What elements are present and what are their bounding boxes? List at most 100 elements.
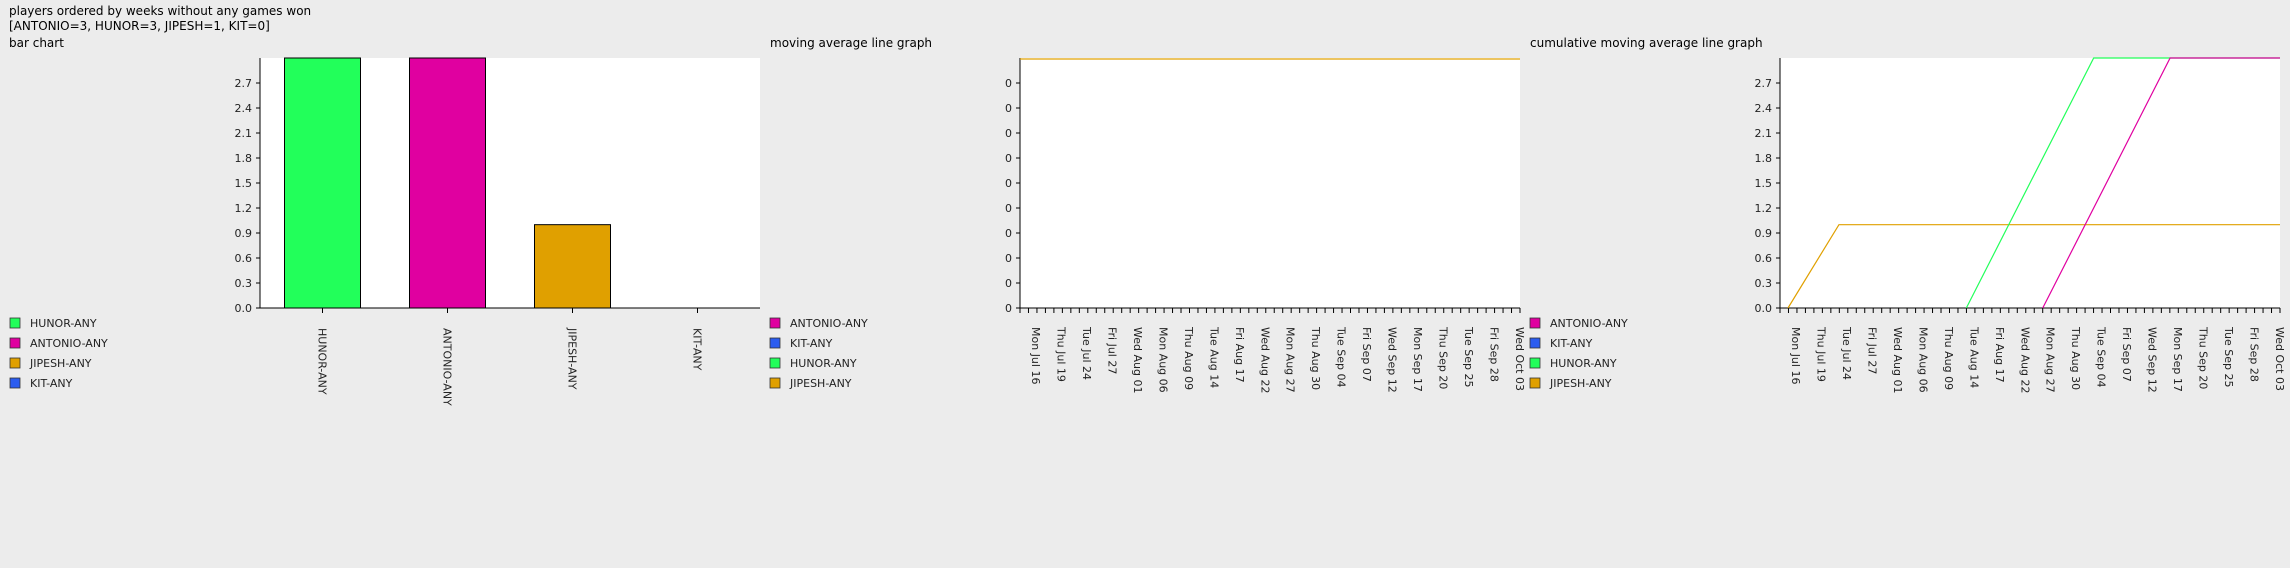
bar-legend-swatch — [9, 317, 21, 329]
bar-x-tick-label: JIPESH-ANY — [566, 327, 579, 390]
ma-legend-swatch — [769, 377, 781, 389]
ma-y-tick-label: 0 — [1005, 177, 1012, 190]
cma-x-tick-label: Mon Aug 27 — [2044, 327, 2057, 393]
ma-x-tick-label: Wed Aug 22 — [1258, 327, 1271, 393]
bar-legend-swatch — [9, 377, 21, 389]
bar-y-tick-label: 0.0 — [235, 302, 253, 315]
page-title: players ordered by weeks without any gam… — [9, 4, 312, 18]
bar-y-tick-label: 0.9 — [235, 227, 253, 240]
bar-chart-title: bar chart — [9, 36, 64, 50]
cma-x-tick-label: Fri Sep 07 — [2120, 327, 2133, 382]
ma-x-tick-label: Thu Jul 19 — [1054, 326, 1067, 382]
ma-y-tick-label: 0 — [1005, 302, 1012, 315]
bar-legend-label: JIPESH-ANY — [29, 357, 92, 370]
bar-y-tick-label: 2.1 — [235, 127, 253, 140]
cma-x-tick-label: Wed Aug 22 — [2018, 327, 2031, 393]
cma-x-tick-label: Tue Aug 14 — [1967, 326, 1980, 388]
cumulative-average-title: cumulative moving average line graph — [1530, 36, 1763, 50]
ma-x-tick-label: Fri Jul 27 — [1105, 327, 1118, 374]
cma-x-tick-label: Thu Aug 09 — [1942, 326, 1955, 390]
cma-legend-swatch — [1529, 317, 1541, 329]
bar-y-tick-label: 1.8 — [235, 152, 253, 165]
cma-legend-swatch — [1529, 357, 1541, 369]
cma-x-tick-label: Tue Sep 04 — [2095, 326, 2108, 388]
cma-y-tick-label: 0.0 — [1755, 302, 1773, 315]
ma-legend-swatch — [769, 357, 781, 369]
ma-x-tick-label: Thu Sep 20 — [1437, 326, 1450, 389]
cma-x-tick-label: Wed Oct 03 — [2273, 327, 2286, 391]
ma-legend-label: JIPESH-ANY — [789, 377, 852, 390]
ma-y-tick-label: 0 — [1005, 227, 1012, 240]
cma-y-tick-label: 0.3 — [1755, 277, 1773, 290]
cma-x-tick-label: Wed Sep 12 — [2146, 327, 2159, 393]
cma-y-tick-label: 1.5 — [1755, 177, 1773, 190]
ma-x-tick-label: Fri Sep 07 — [1360, 327, 1373, 382]
cma-x-tick-label: Mon Aug 06 — [1916, 327, 1929, 393]
ma-x-tick-label: Thu Aug 09 — [1182, 326, 1195, 390]
ma-legend-label: HUNOR-ANY — [790, 357, 857, 370]
cma-legend-label: HUNOR-ANY — [1550, 357, 1617, 370]
cma-x-tick-label: Wed Aug 01 — [1891, 327, 1904, 393]
ma-x-tick-label: Wed Aug 01 — [1131, 327, 1144, 393]
cma-y-tick-label: 1.8 — [1755, 152, 1773, 165]
cma-y-tick-label: 1.2 — [1755, 202, 1773, 215]
ma-x-tick-label: Tue Jul 24 — [1080, 326, 1093, 380]
cma-y-tick-label: 0.9 — [1755, 227, 1773, 240]
cma-y-tick-label: 2.7 — [1755, 77, 1773, 90]
ma-plot-area — [1020, 58, 1520, 308]
cma-x-tick-label: Mon Sep 17 — [2171, 327, 2184, 392]
ma-y-tick-label: 0 — [1005, 277, 1012, 290]
bar — [284, 57, 361, 309]
ma-x-tick-label: Fri Aug 17 — [1233, 327, 1246, 383]
ma-x-tick-label: Tue Sep 25 — [1462, 326, 1475, 388]
cma-x-tick-label: Thu Jul 19 — [1814, 326, 1827, 382]
cma-x-tick-label: Mon Jul 16 — [1789, 327, 1802, 384]
bar-y-tick-label: 0.6 — [235, 252, 253, 265]
ma-x-tick-label: Tue Aug 14 — [1207, 326, 1220, 388]
ma-legend-swatch — [769, 317, 781, 329]
cma-series-line — [1787, 224, 2280, 309]
cma-x-tick-label: Fri Aug 17 — [1993, 327, 2006, 383]
ma-legend-label: KIT-ANY — [790, 337, 833, 350]
bar-y-tick-label: 0.3 — [235, 277, 253, 290]
ma-x-tick-label: Wed Sep 12 — [1386, 327, 1399, 393]
moving-average-title: moving average line graph — [770, 36, 933, 50]
bar-y-tick-label: 1.2 — [235, 202, 253, 215]
cma-series-line — [2042, 57, 2280, 309]
cma-x-tick-label: Thu Aug 30 — [2069, 326, 2082, 390]
bar-y-tick-label: 2.4 — [235, 102, 253, 115]
ma-legend-label: ANTONIO-ANY — [790, 317, 868, 330]
ma-x-tick-label: Tue Sep 04 — [1335, 326, 1348, 388]
cma-y-tick-label: 2.4 — [1755, 102, 1773, 115]
cma-x-tick-label: Fri Sep 28 — [2248, 327, 2261, 382]
ma-y-tick-label: 0 — [1005, 152, 1012, 165]
ma-x-tick-label: Mon Sep 17 — [1411, 327, 1424, 392]
ma-x-tick-label: Mon Aug 27 — [1284, 327, 1297, 393]
cma-y-tick-label: 0.6 — [1755, 252, 1773, 265]
ma-y-tick-label: 0 — [1005, 102, 1012, 115]
cma-legend-swatch — [1529, 337, 1541, 349]
ma-legend-swatch — [769, 337, 781, 349]
ma-y-tick-label: 0 — [1005, 252, 1012, 265]
bar-legend-swatch — [9, 337, 21, 349]
summary-text: [ANTONIO=3, HUNOR=3, JIPESH=1, KIT=0] — [9, 19, 270, 33]
ma-x-tick-label: Wed Oct 03 — [1513, 327, 1526, 391]
bar-x-tick-label: ANTONIO-ANY — [441, 328, 454, 406]
cma-x-tick-label: Fri Jul 27 — [1865, 327, 1878, 374]
ma-x-tick-label: Thu Aug 30 — [1309, 326, 1322, 390]
cma-x-tick-label: Tue Jul 24 — [1840, 326, 1853, 380]
bar-x-tick-label: KIT-ANY — [691, 328, 704, 371]
cma-legend-label: ANTONIO-ANY — [1550, 317, 1628, 330]
ma-y-tick-label: 0 — [1005, 77, 1012, 90]
bar-legend-swatch — [9, 357, 21, 369]
ma-x-tick-label: Fri Sep 28 — [1488, 327, 1501, 382]
ma-y-tick-label: 0 — [1005, 202, 1012, 215]
bar-y-tick-label: 1.5 — [235, 177, 253, 190]
ma-x-tick-label: Mon Jul 16 — [1029, 327, 1042, 384]
cma-x-tick-label: Tue Sep 25 — [2222, 326, 2235, 388]
ma-y-tick-label: 0 — [1005, 127, 1012, 140]
cma-legend-label: JIPESH-ANY — [1549, 377, 1612, 390]
cma-x-tick-label: Thu Sep 20 — [2197, 326, 2210, 389]
bar-y-tick-label: 2.7 — [235, 77, 253, 90]
